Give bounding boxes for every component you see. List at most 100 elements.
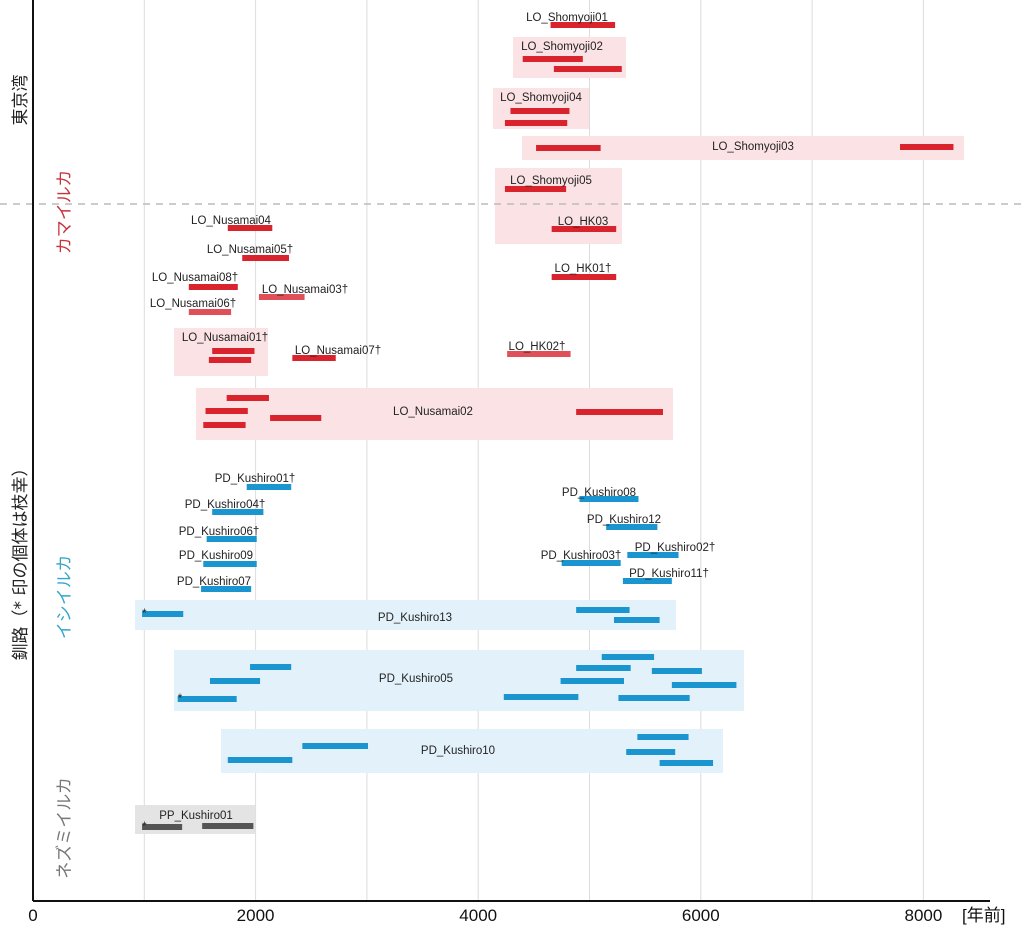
bar-pd-kushiro12-0 bbox=[606, 524, 658, 530]
bar-pd-kushiro10-1 bbox=[227, 757, 293, 763]
label-lo-nusamai02: LO_Nusamai02 bbox=[393, 406, 473, 418]
bar-lo-nusamai02-4 bbox=[576, 409, 663, 415]
bar-pd-kushiro08-0 bbox=[579, 496, 639, 502]
label-pd-kushiro07: PD_Kushiro07 bbox=[177, 576, 251, 588]
esashi-marker-pd-kushiro05: * bbox=[178, 693, 183, 705]
bar-pd-kushiro04-0 bbox=[212, 509, 264, 515]
bar-lo-nusamai02-1 bbox=[205, 408, 248, 414]
label-pd-kushiro01: PD_Kushiro01† bbox=[215, 473, 296, 485]
bar-pd-kushiro05-2 bbox=[177, 696, 237, 702]
bar-pd-kushiro05-8 bbox=[503, 694, 579, 700]
label-lo-shomyoji02: LO_Shomyoji02 bbox=[521, 41, 603, 53]
bar-lo-nusamai05-0 bbox=[242, 255, 289, 261]
bar-pd-kushiro06-0 bbox=[206, 536, 257, 542]
label-pd-kushiro03: PD_Kushiro03† bbox=[541, 550, 622, 562]
x-tick-4000: 4000 bbox=[459, 906, 497, 925]
bar-lo-nusamai01-1 bbox=[208, 357, 252, 363]
bar-pd-kushiro02-0 bbox=[627, 552, 679, 558]
bar-pd-kushiro05-9 bbox=[618, 695, 690, 701]
bar-pd-kushiro07-0 bbox=[201, 586, 252, 592]
bar-lo-nusamai02-3 bbox=[270, 415, 322, 421]
bar-lo-hk01-0 bbox=[551, 274, 617, 280]
label-pd-kushiro05: PD_Kushiro05 bbox=[379, 673, 453, 685]
bar-pd-kushiro13-0 bbox=[142, 611, 184, 617]
label-lo-nusamai08: LO_Nusamai08† bbox=[152, 272, 238, 284]
x-tick-8000: 8000 bbox=[904, 906, 942, 925]
bar-pd-kushiro05-5 bbox=[560, 678, 625, 684]
label-lo-shomyoji04: LO_Shomyoji04 bbox=[500, 92, 582, 104]
label-pd-kushiro08: PD_Kushiro08 bbox=[562, 487, 636, 499]
bar-lo-shomyoji04-0 bbox=[510, 108, 570, 114]
date-range-bars bbox=[142, 22, 954, 830]
label-lo-nusamai04: LO_Nusamai04 bbox=[191, 215, 272, 227]
bar-pp-kushiro01-1 bbox=[202, 823, 254, 829]
bar-pd-kushiro10-3 bbox=[626, 749, 676, 755]
bar-pd-kushiro11-0 bbox=[622, 578, 672, 584]
box-pd-kushiro13 bbox=[135, 600, 676, 630]
individual-boxes bbox=[135, 37, 964, 834]
bar-pd-kushiro05-3 bbox=[601, 654, 655, 660]
bar-pd-kushiro13-2 bbox=[613, 617, 660, 623]
bar-pd-kushiro03-0 bbox=[561, 560, 621, 566]
label-pd-kushiro02: PD_Kushiro02† bbox=[635, 542, 716, 554]
label-pd-kushiro04: PD_Kushiro04† bbox=[185, 499, 266, 511]
bar-lo-shomyoji05-0 bbox=[504, 186, 567, 192]
bar-lo-shomyoji01-0 bbox=[550, 22, 616, 28]
bar-lo-nusamai01-0 bbox=[212, 348, 255, 354]
label-pd-kushiro13: PD_Kushiro13 bbox=[378, 612, 452, 624]
label-lo-hk01: LO_HK01† bbox=[555, 263, 612, 275]
label-lo-nusamai03: LO_Nusamai03† bbox=[262, 284, 348, 296]
bar-lo-shomyoji02-1 bbox=[553, 66, 622, 72]
x-tick-labels: 0 2000 4000 6000 8000 bbox=[28, 906, 942, 925]
label-pd-kushiro06: PD_Kushiro06† bbox=[179, 526, 260, 538]
species-label-pd: イシイルカ bbox=[55, 555, 75, 640]
bar-pd-kushiro05-7 bbox=[671, 682, 737, 688]
bar-pd-kushiro09-0 bbox=[203, 561, 257, 567]
bar-pd-kushiro10-4 bbox=[659, 760, 714, 766]
bar-lo-shomyoji03-1 bbox=[900, 144, 954, 150]
bar-lo-hk02-0 bbox=[507, 351, 571, 357]
bar-lo-nusamai08-0 bbox=[188, 284, 238, 290]
bar-pd-kushiro10-2 bbox=[637, 734, 689, 740]
label-lo-shomyoji05: LO_Shomyoji05 bbox=[510, 175, 592, 187]
bar-pd-kushiro01-0 bbox=[246, 484, 292, 490]
esashi-marker-pd-kushiro13: * bbox=[142, 608, 147, 620]
bar-pd-kushiro05-0 bbox=[250, 664, 292, 670]
label-pd-kushiro09: PD_Kushiro09 bbox=[179, 550, 253, 562]
species-label-lo: カマイルカ bbox=[55, 170, 75, 255]
label-lo-hk03: LO_HK03 bbox=[558, 216, 609, 228]
label-lo-shomyoji01: LO_Shomyoji01 bbox=[526, 12, 608, 24]
label-lo-shomyoji03: LO_Shomyoji03 bbox=[712, 141, 794, 153]
individual-labels: LO_Shomyoji01 LO_Shomyoji02 LO_Shomyoji04 L… bbox=[142, 12, 794, 833]
bar-pd-kushiro10-0 bbox=[302, 743, 369, 749]
bar-pd-kushiro05-1 bbox=[209, 678, 261, 684]
bar-lo-nusamai03-0 bbox=[258, 294, 305, 300]
label-pp-kushiro01: PP_Kushiro01 bbox=[159, 810, 233, 822]
label-lo-nusamai01: LO_Nusamai01† bbox=[182, 332, 268, 344]
label-lo-nusamai06: LO_Nusamai06† bbox=[150, 298, 236, 310]
bar-lo-nusamai06-0 bbox=[188, 309, 232, 315]
bar-lo-nusamai04-0 bbox=[227, 225, 273, 231]
bar-lo-nusamai07-0 bbox=[292, 355, 336, 361]
site-label-kushiro: 釧路（* 印の個体は枝幸） bbox=[11, 460, 31, 661]
label-pd-kushiro12: PD_Kushiro12 bbox=[587, 514, 661, 526]
bar-lo-hk03-0 bbox=[551, 226, 617, 232]
label-lo-nusamai05: LO_Nusamai05† bbox=[207, 244, 293, 256]
label-lo-hk02: LO_HK02† bbox=[509, 341, 566, 353]
bar-pd-kushiro13-1 bbox=[576, 607, 630, 613]
x-tick-0: 0 bbox=[28, 906, 37, 925]
bar-pd-kushiro05-6 bbox=[651, 668, 702, 674]
bar-pp-kushiro01-0 bbox=[142, 824, 183, 830]
esashi-marker-pp-kushiro01: * bbox=[142, 821, 147, 833]
label-lo-nusamai07: LO_Nusamai07† bbox=[295, 345, 381, 357]
bar-lo-nusamai02-0 bbox=[226, 395, 269, 401]
x-tick-6000: 6000 bbox=[682, 906, 720, 925]
site-label-tokyo-bay: 東京湾 bbox=[11, 75, 31, 126]
bar-pd-kushiro05-4 bbox=[576, 665, 631, 671]
bar-lo-shomyoji03-0 bbox=[536, 145, 601, 151]
x-tick-2000: 2000 bbox=[237, 906, 275, 925]
label-pd-kushiro10: PD_Kushiro10 bbox=[421, 745, 495, 757]
x-axis-label: [年前] bbox=[962, 906, 1005, 925]
bar-lo-shomyoji04-1 bbox=[504, 120, 568, 126]
